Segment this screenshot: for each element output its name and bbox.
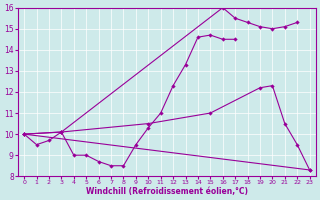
X-axis label: Windchill (Refroidissement éolien,°C): Windchill (Refroidissement éolien,°C) xyxy=(86,187,248,196)
